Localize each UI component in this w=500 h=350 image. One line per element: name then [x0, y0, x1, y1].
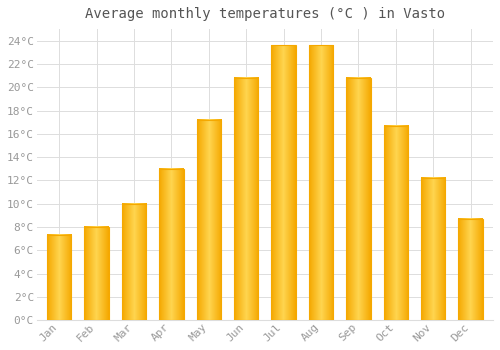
- Bar: [272, 46, 295, 320]
- Bar: [458, 219, 483, 320]
- Bar: [84, 227, 108, 320]
- Bar: [421, 178, 446, 320]
- Bar: [309, 46, 333, 320]
- Bar: [234, 78, 258, 320]
- Bar: [196, 120, 221, 320]
- Bar: [346, 78, 370, 320]
- Bar: [122, 204, 146, 320]
- Bar: [384, 126, 408, 320]
- Title: Average monthly temperatures (°C ) in Vasto: Average monthly temperatures (°C ) in Va…: [85, 7, 445, 21]
- Bar: [47, 235, 72, 320]
- Bar: [159, 169, 184, 320]
